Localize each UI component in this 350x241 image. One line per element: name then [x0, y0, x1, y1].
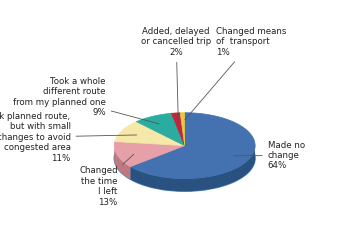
- Polygon shape: [114, 141, 185, 167]
- Text: Made no
change
64%: Made no change 64%: [233, 141, 305, 170]
- Polygon shape: [180, 113, 185, 146]
- Text: Changed
the time
I left
13%: Changed the time I left 13%: [79, 154, 134, 207]
- Polygon shape: [115, 122, 185, 146]
- Polygon shape: [136, 113, 185, 146]
- Text: Took a whole
different route
from my planned one
9%: Took a whole different route from my pla…: [13, 77, 159, 124]
- Polygon shape: [114, 144, 130, 179]
- Polygon shape: [130, 144, 255, 191]
- Text: Took planned route,
but with small
changes to avoid
congested area
11%: Took planned route, but with small chang…: [0, 112, 137, 162]
- Polygon shape: [172, 113, 185, 146]
- Ellipse shape: [114, 125, 255, 191]
- Text: Added, delayed
or cancelled trip
2%: Added, delayed or cancelled trip 2%: [141, 27, 211, 119]
- Text: Changed means
of  transport
1%: Changed means of transport 1%: [185, 27, 287, 120]
- Polygon shape: [130, 113, 255, 179]
